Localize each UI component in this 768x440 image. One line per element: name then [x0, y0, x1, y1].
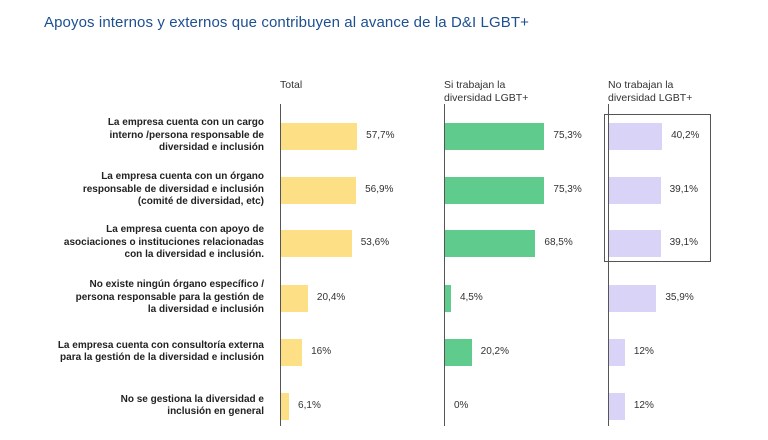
- data-label: 75,3%: [553, 130, 582, 141]
- data-label: 40,2%: [671, 130, 700, 141]
- bar-series-0: [281, 392, 290, 420]
- bar-series-2: [609, 122, 663, 150]
- bar-series-0: [281, 229, 352, 257]
- data-label: 20,2%: [480, 346, 510, 357]
- bar-series-0: [281, 176, 357, 204]
- data-label: 56,9%: [365, 184, 394, 195]
- data-label: 16%: [311, 346, 332, 357]
- bar-series-1: [445, 229, 536, 257]
- category-label: La empresa cuenta con consultoría extern…: [57, 339, 264, 364]
- category-label: La empresa cuenta con apoyo de asociacio…: [63, 224, 264, 261]
- data-label: 53,6%: [360, 237, 390, 248]
- bar-series-0: [281, 284, 308, 312]
- bar-series-2: [609, 229, 661, 257]
- data-label: 39,1%: [669, 184, 698, 195]
- series-header-2: No trabajan la diversidad LGBT+: [608, 79, 693, 104]
- axis-line-0: [280, 104, 281, 426]
- bar-series-2: [609, 338, 625, 366]
- data-label: 57,7%: [366, 130, 395, 141]
- category-label: La empresa cuenta con un órgano responsa…: [82, 171, 264, 208]
- axis-line-2: [608, 104, 609, 426]
- series-header-1: Si trabajan la diversidad LGBT+: [444, 79, 529, 104]
- series-header-0: Total: [280, 79, 303, 91]
- bar-series-1: [445, 122, 545, 150]
- data-label: 75,3%: [553, 184, 582, 195]
- highlight-box: [604, 114, 711, 262]
- bar-series-1: [445, 284, 451, 312]
- bar-series-1: [445, 338, 472, 366]
- data-label: 35,9%: [665, 292, 694, 303]
- category-label: La empresa cuenta con un cargo interno /…: [107, 117, 264, 154]
- bar-series-0: [281, 338, 303, 366]
- category-label: No se gestiona la diversidad e inclusión…: [120, 393, 264, 418]
- data-label: 6,1%: [298, 400, 321, 411]
- data-label: 39,1%: [669, 237, 698, 248]
- data-label: 12%: [633, 400, 654, 411]
- category-label: No existe ningún órgano específico / per…: [75, 279, 264, 316]
- data-label: 20,4%: [316, 292, 346, 303]
- data-label: 4,5%: [459, 292, 483, 303]
- data-label: 12%: [633, 346, 654, 357]
- chart-title: Apoyos internos y externos que contribuy…: [44, 14, 529, 31]
- data-label: 68,5%: [544, 237, 573, 248]
- axis-line-1: [444, 104, 445, 426]
- data-label: 0%: [454, 400, 469, 411]
- bar-series-2: [609, 392, 625, 420]
- bar-series-2: [609, 176, 661, 204]
- bar-series-0: [281, 122, 358, 150]
- bar-series-1: [445, 176, 545, 204]
- bar-series-2: [609, 284, 657, 312]
